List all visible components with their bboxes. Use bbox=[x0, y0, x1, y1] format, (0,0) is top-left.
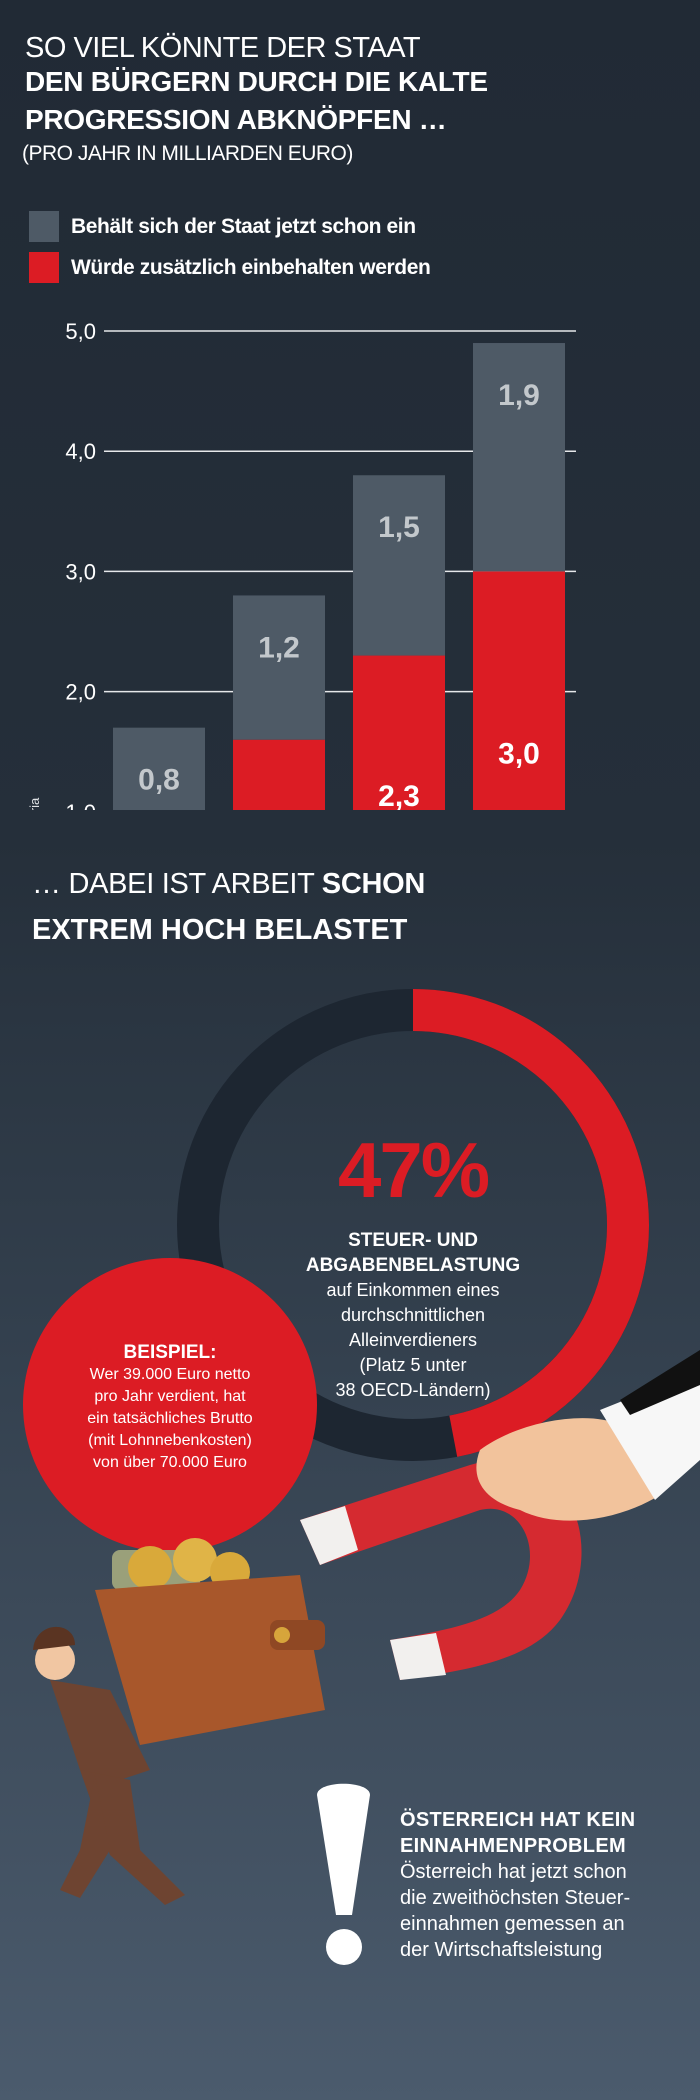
bar-value-label: 1,2 bbox=[258, 631, 300, 664]
note-line: der Wirtschaftsleistung bbox=[400, 1939, 603, 1961]
illustration bbox=[23, 1258, 700, 1965]
bar-value-label: 1,5 bbox=[378, 511, 420, 544]
note-box: ÖSTERREICH HAT KEIN EINNAHMENPROBLEM Öst… bbox=[400, 1807, 700, 1963]
example-circle bbox=[23, 1258, 317, 1552]
hand-icon bbox=[476, 1350, 700, 1521]
legend-item-existing: Behält sich der Staat jetzt schon ein bbox=[29, 211, 416, 242]
y-tick-label: 5,0 bbox=[65, 319, 96, 344]
example-line: pro Jahr verdient, hat bbox=[94, 1388, 246, 1405]
legend-label: Würde zusätzlich einbehalten werden bbox=[71, 255, 431, 279]
legend-swatch-grey bbox=[29, 211, 59, 242]
example-line: von über 70.000 Euro bbox=[93, 1454, 247, 1471]
desc-bold: STEUER- UND bbox=[348, 1230, 478, 1251]
bar-segment bbox=[233, 739, 325, 810]
bar-segment bbox=[353, 475, 445, 656]
note-line: Österreich hat jetzt schon bbox=[400, 1861, 627, 1883]
bar-segment bbox=[233, 595, 325, 740]
example-line: ein tatsächliches Brutto bbox=[87, 1410, 253, 1427]
legend-item-additional: Würde zusätzlich einbehalten werden bbox=[29, 252, 431, 283]
desc-bold: ABGABENBELASTUNG bbox=[305, 1255, 521, 1276]
man-figure-icon bbox=[33, 1626, 185, 1905]
desc-line: Alleinverdieners bbox=[348, 1330, 478, 1350]
magnet-icon bbox=[300, 1460, 582, 1680]
stacked-bar-chart: 01,02,03,04,05,00,90,820271,61,220282,31… bbox=[27, 319, 576, 810]
bar-value-label: 0,8 bbox=[138, 764, 180, 797]
title-line-2: DEN BÜRGERN DURCH DIE KALTE bbox=[25, 66, 488, 97]
section2-heading-line2: EXTREM HOCH BELASTET bbox=[32, 914, 408, 946]
example-title: BEISPIEL: bbox=[123, 1342, 217, 1363]
y-tick-label: 3,0 bbox=[65, 559, 96, 584]
y-tick-label: 1,0 bbox=[65, 800, 96, 810]
bar-value-label: 3,0 bbox=[498, 738, 540, 771]
donut-value-arc bbox=[412, 989, 649, 1457]
bar-segment bbox=[473, 343, 565, 572]
desc-line: durchschnittlichen bbox=[340, 1305, 486, 1325]
legend-swatch-red bbox=[29, 252, 59, 283]
desc-line: 38 OECD-Ländern) bbox=[335, 1380, 491, 1400]
legend-label: Behält sich der Staat jetzt schon ein bbox=[71, 214, 416, 238]
note-line: einnahmen gemessen an bbox=[400, 1913, 625, 1935]
heading-bold: SCHON bbox=[321, 868, 426, 900]
heading-light: … DABEI IST ARBEIT bbox=[32, 868, 322, 900]
section2-heading-line1: … DABEI IST ARBEIT SCHON bbox=[32, 868, 425, 901]
note-title: ÖSTERREICH HAT KEIN bbox=[400, 1809, 636, 1831]
desc-line: (Platz 5 unter bbox=[359, 1355, 467, 1375]
note-line: die zweithöchsten Steuer- bbox=[400, 1887, 631, 1909]
exclamation-icon bbox=[317, 1783, 370, 1965]
desc-line: auf Einkommen eines bbox=[326, 1280, 500, 1300]
percent-value: 47% bbox=[337, 1126, 490, 1214]
bar-value-label: 1,9 bbox=[498, 379, 540, 412]
donut-chart bbox=[177, 989, 649, 1461]
title-line-3: PROGRESSION ABKNÖPFEN … bbox=[25, 104, 447, 135]
bar-segment bbox=[113, 727, 205, 810]
title-line-1: SO VIEL KÖNNTE DER STAAT bbox=[25, 32, 421, 64]
bar-segment bbox=[473, 571, 565, 810]
note-title: EINNAHMENPROBLEM bbox=[400, 1835, 626, 1857]
source-label: Quelle: Agenda Austria bbox=[27, 797, 42, 810]
y-tick-label: 4,0 bbox=[65, 439, 96, 464]
unit-subtitle: (PRO JAHR IN MILLIARDEN EURO) bbox=[22, 142, 353, 165]
example-line: Wer 39.000 Euro netto bbox=[89, 1366, 251, 1383]
wallet-icon bbox=[95, 1538, 325, 1745]
bar-value-label: 2,3 bbox=[378, 780, 420, 810]
example-box: BEISPIEL: Wer 39.000 Euro netto pro Jahr… bbox=[35, 1342, 305, 1474]
title-bold: DEN BÜRGERN DURCH DIE KALTE PROGRESSION … bbox=[25, 63, 488, 139]
bar-segment bbox=[353, 655, 445, 810]
y-tick-label: 2,0 bbox=[65, 680, 96, 705]
donut-description: STEUER- UND ABGABENBELASTUNG auf Einkomm… bbox=[263, 1228, 563, 1403]
example-line: (mit Lohnnebenkosten) bbox=[88, 1432, 252, 1449]
